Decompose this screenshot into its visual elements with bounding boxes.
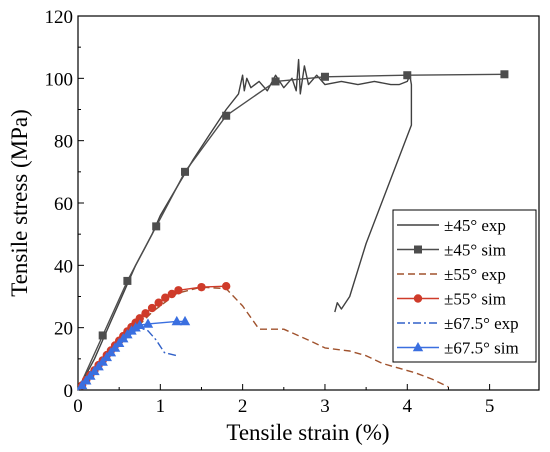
data-point bbox=[414, 245, 422, 254]
data-point bbox=[97, 356, 108, 366]
data-point bbox=[141, 309, 150, 318]
legend-frame bbox=[392, 209, 537, 363]
data-point bbox=[142, 318, 154, 328]
x-tick-label: 0 bbox=[73, 396, 83, 417]
data-point bbox=[174, 286, 183, 295]
x-tick-label: 1 bbox=[156, 396, 166, 417]
series-line bbox=[77, 286, 449, 391]
x-tick-label: 4 bbox=[403, 396, 413, 417]
legend-label: ±67.5° exp bbox=[444, 314, 519, 333]
series-1 bbox=[77, 70, 509, 391]
data-point bbox=[167, 289, 177, 299]
data-point bbox=[76, 379, 88, 390]
y-tick-label: 120 bbox=[45, 7, 74, 28]
y-tick-label: 40 bbox=[54, 256, 73, 277]
series-0 bbox=[77, 58, 413, 391]
x-tick-label: 2 bbox=[238, 396, 248, 417]
data-point bbox=[412, 342, 424, 352]
data-point bbox=[403, 71, 412, 80]
data-point bbox=[109, 342, 121, 352]
series-2 bbox=[77, 286, 449, 391]
data-point bbox=[130, 322, 141, 332]
y-tick-label: 100 bbox=[45, 69, 74, 90]
data-point bbox=[500, 70, 509, 79]
legend-label: ±67.5° sim bbox=[444, 339, 519, 358]
legend-label: ±55° sim bbox=[444, 290, 506, 309]
legend: ±45° exp ±45° sim ±55° exp ±55° sim ±67.5° e… bbox=[392, 209, 537, 363]
data-point bbox=[85, 370, 96, 380]
data-point bbox=[154, 298, 163, 307]
data-point bbox=[161, 293, 170, 302]
data-point bbox=[197, 282, 206, 292]
y-tick-label: 80 bbox=[54, 132, 73, 153]
y-tick-label: 20 bbox=[54, 319, 73, 340]
x-tick-label: 3 bbox=[320, 396, 330, 417]
data-point bbox=[181, 167, 190, 176]
data-point bbox=[89, 365, 100, 376]
data-point bbox=[222, 111, 231, 120]
legend-label: ±55° exp bbox=[444, 265, 506, 284]
data-point bbox=[152, 222, 161, 231]
data-point bbox=[179, 315, 191, 326]
legend-label: ±45° sim bbox=[444, 241, 506, 260]
y-tick-label: 60 bbox=[54, 194, 73, 215]
series-line bbox=[77, 58, 413, 391]
data-point bbox=[123, 276, 132, 285]
data-point bbox=[101, 351, 113, 362]
data-point bbox=[98, 331, 107, 340]
data-point bbox=[93, 361, 104, 371]
data-point bbox=[81, 375, 92, 385]
series-5 bbox=[76, 315, 191, 391]
data-point bbox=[413, 294, 423, 303]
y-axis-title: Tensile stress (MPa) bbox=[7, 109, 32, 296]
y-tick-label: 0 bbox=[64, 381, 74, 402]
data-point bbox=[221, 282, 231, 291]
x-axis-title: Tensile strain (%) bbox=[226, 420, 389, 445]
data-point bbox=[271, 77, 280, 86]
data-point bbox=[135, 314, 144, 323]
data-point bbox=[105, 347, 117, 357]
data-point bbox=[134, 319, 145, 329]
series-layer bbox=[76, 58, 509, 391]
data-point bbox=[320, 72, 329, 81]
series-line bbox=[77, 73, 505, 391]
data-point bbox=[147, 303, 157, 313]
legend-label: ±45° exp bbox=[444, 216, 506, 235]
x-tick-label: 5 bbox=[485, 396, 495, 417]
data-point bbox=[171, 315, 182, 326]
data-point bbox=[113, 337, 125, 348]
axes: 0 1 2 3 4 5 0 20 40 60 80 100 120 bbox=[45, 7, 495, 417]
